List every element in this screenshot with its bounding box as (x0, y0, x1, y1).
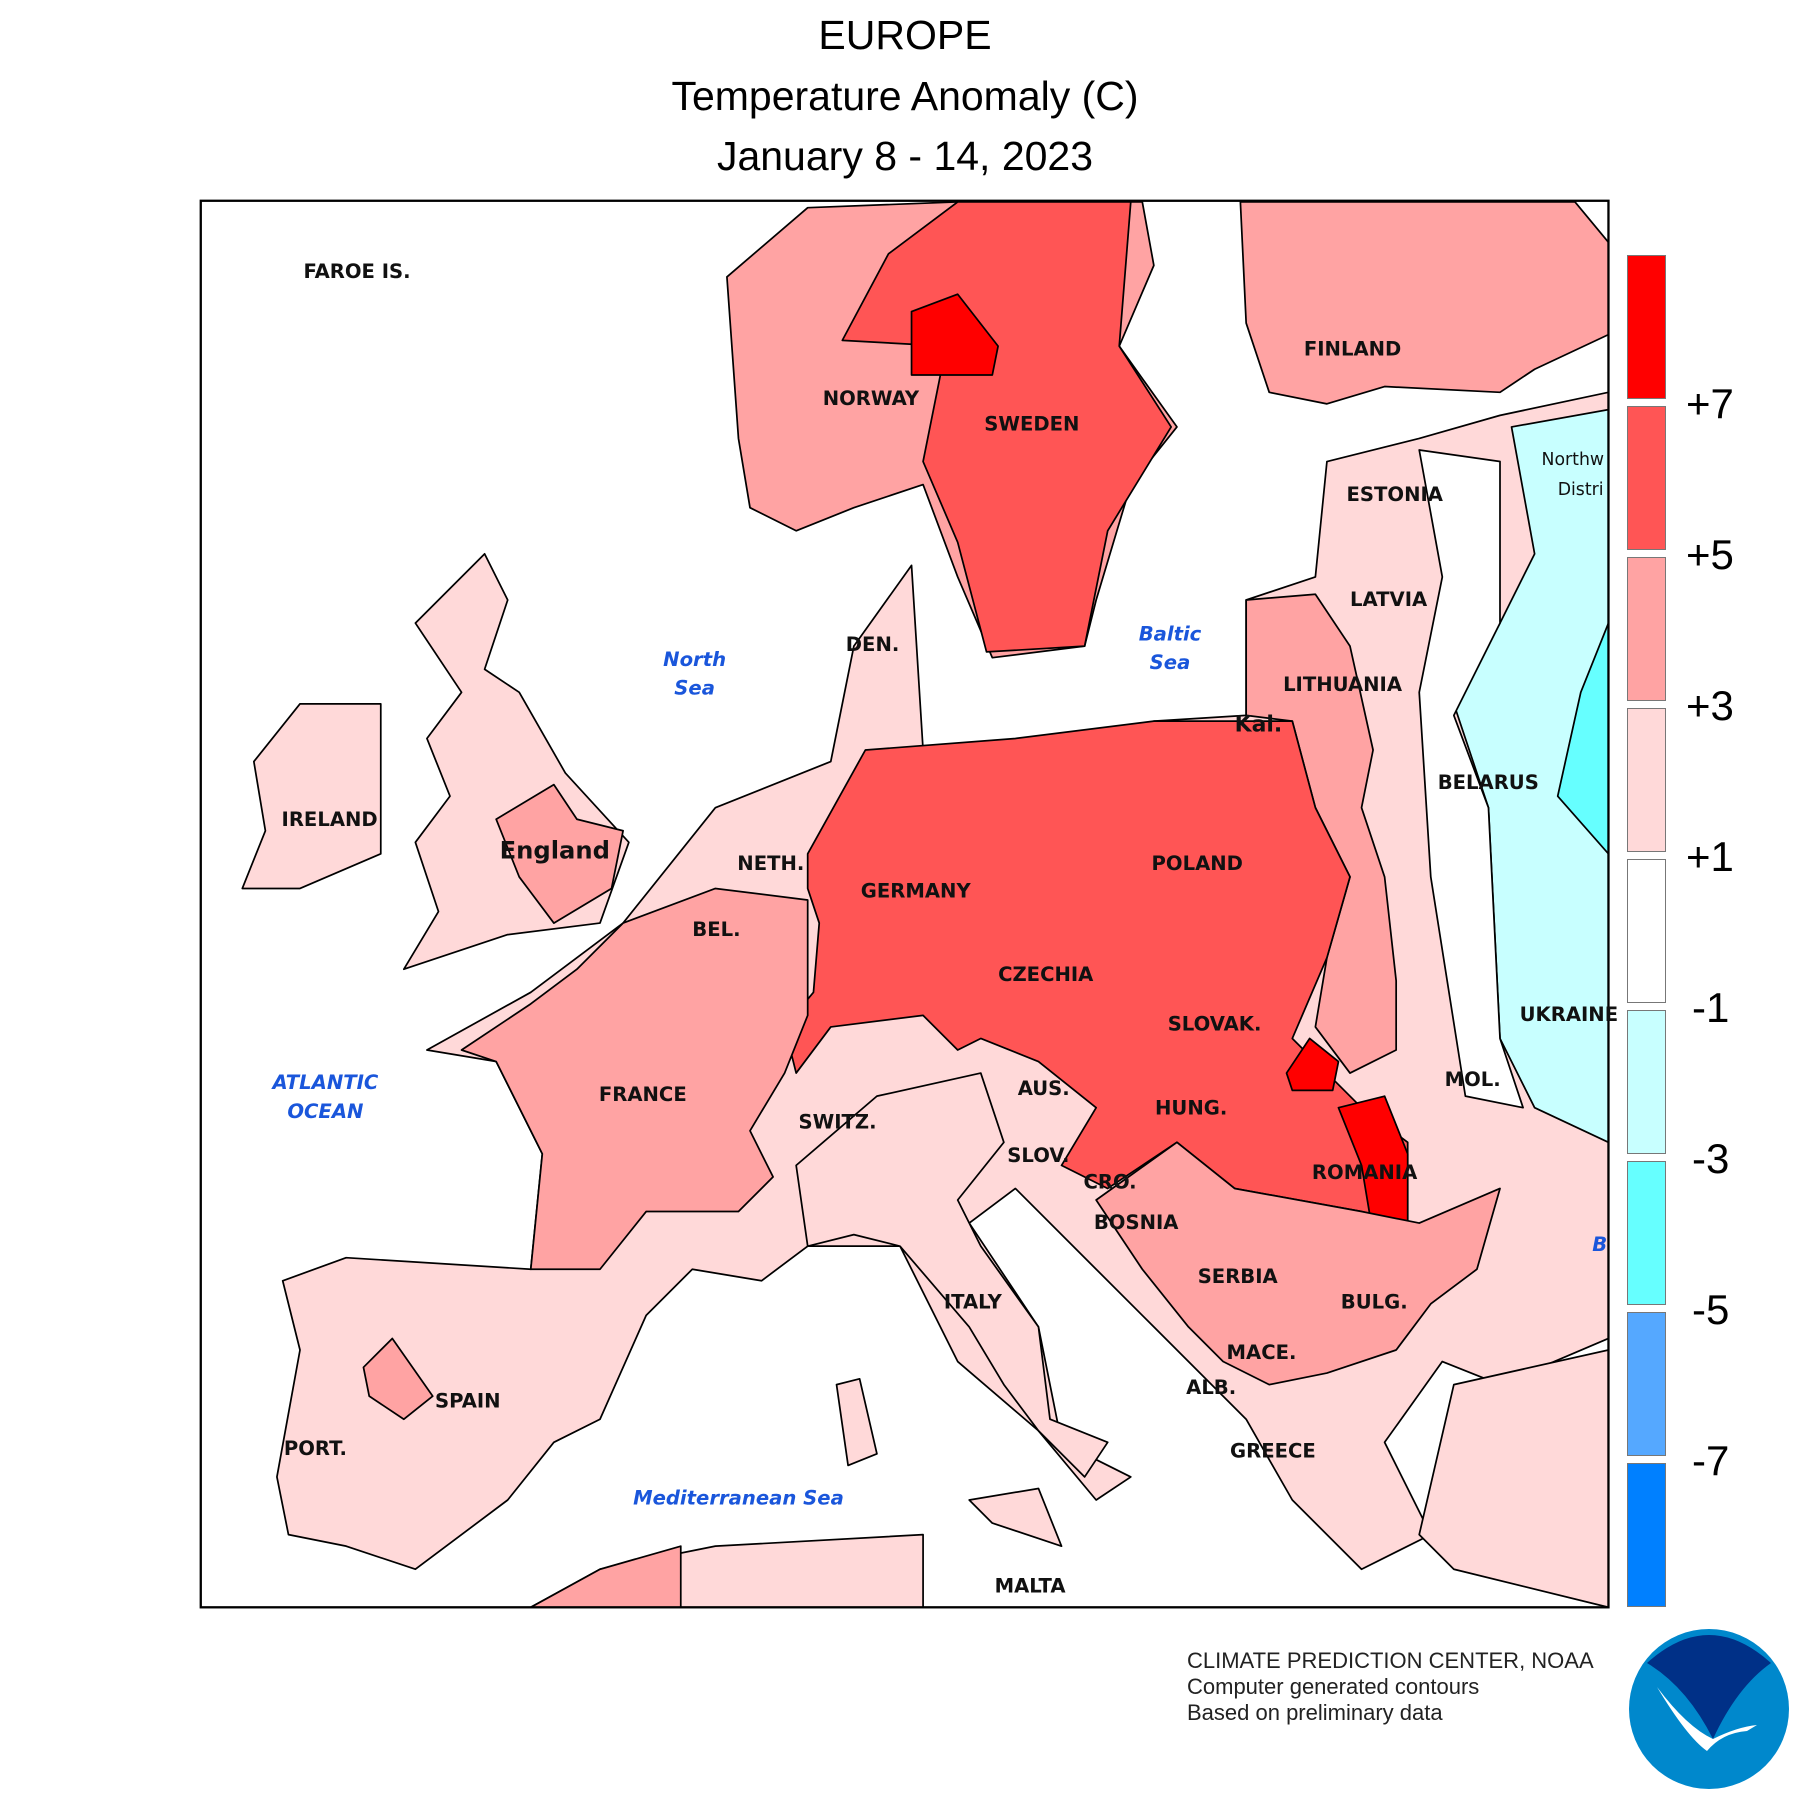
region-balkans (1095, 1141, 1501, 1386)
label-denmark: DEN. (846, 633, 900, 656)
region-italy (795, 1072, 1109, 1478)
noaa-logo (1629, 1629, 1789, 1789)
legend-tick-label: +3 (1686, 682, 1734, 729)
label-north-sea: North Sea (663, 648, 726, 700)
label-estonia: ESTONIA (1347, 483, 1444, 506)
legend-tick-label: -7 (1692, 1437, 1730, 1484)
region-britain (402, 552, 630, 971)
label-czechia: CZECHIA (998, 963, 1094, 986)
label-northwest-district: Northw (1542, 450, 1605, 470)
label-latvia: LATVIA (1350, 588, 1428, 611)
label-slovenia: SLOV. (1007, 1144, 1069, 1167)
region-turkey (1418, 1349, 1609, 1608)
label-finland: FINLAND (1304, 337, 1401, 360)
legend-tick-label: -5 (1692, 1286, 1730, 1333)
footer-preliminary: Based on preliminary data (1187, 1700, 1443, 1725)
label-mediterranean-sea: Mediterranean Sea (633, 1487, 844, 1510)
label-croatia: CRO. (1083, 1170, 1136, 1193)
region-sardinia (835, 1377, 878, 1467)
legend-tick-label: +1 (1686, 833, 1734, 880)
region-sicily (968, 1487, 1063, 1548)
legend-swatch (1627, 1312, 1666, 1456)
region-finland (1239, 201, 1609, 405)
label-lithuania: LITHUANIA (1283, 673, 1403, 696)
label-slovakia: SLOVAK. (1168, 1012, 1262, 1035)
label-black-sea: B (1592, 1233, 1607, 1256)
legend-swatch (1627, 1463, 1666, 1607)
chart-subtitle: Temperature Anomaly (C) (671, 73, 1139, 119)
label-baltic-sea: Baltic Sea (1139, 622, 1202, 674)
label-germany: GERMANY (861, 880, 972, 903)
legend-swatch (1627, 859, 1666, 1003)
label-romania: ROMANIA (1312, 1161, 1418, 1184)
legend-swatch (1627, 1010, 1666, 1154)
legend-swatch (1627, 1161, 1666, 1305)
region-north-africa-warm (529, 1545, 682, 1608)
legend-swatch (1627, 557, 1666, 701)
label-france: FRANCE (599, 1083, 687, 1106)
label-district: Distri (1558, 480, 1604, 500)
region-france (460, 887, 809, 1271)
label-bulgaria: BULG. (1341, 1290, 1408, 1313)
label-switzerland: SWITZ. (798, 1110, 876, 1133)
legend-tick-label: +5 (1686, 531, 1734, 578)
label-moldova: MOL. (1445, 1068, 1501, 1091)
label-spain: SPAIN (435, 1390, 501, 1413)
legend-swatch (1627, 406, 1666, 550)
label-austria: AUS. (1018, 1077, 1070, 1100)
legend-tick-label: +7 (1686, 380, 1734, 427)
chart-date: January 8 - 14, 2023 (716, 133, 1094, 179)
label-bosnia: BOSNIA (1094, 1211, 1179, 1234)
region-romania-core2 (1285, 1037, 1340, 1092)
label-atlantic-ocean: ATLANTIC OCEAN (270, 1071, 378, 1123)
map-labels: FAROE IS. NORWAY SWEDEN FINLAND ESTONIA … (270, 260, 1618, 1597)
label-macedonia: MACE. (1227, 1341, 1297, 1364)
label-malta: MALTA (995, 1574, 1067, 1597)
label-belarus: BELARUS (1438, 771, 1539, 794)
label-italy: ITALY (944, 1290, 1003, 1313)
footer-credit: CLIMATE PREDICTION CENTER, NOAA (1187, 1648, 1594, 1673)
label-poland: POLAND (1152, 852, 1243, 875)
region-ukraine-cold (1556, 622, 1609, 855)
legend-swatch (1627, 708, 1666, 852)
label-ukraine: UKRAINE (1520, 1003, 1619, 1026)
label-kaliningrad: Kal. (1235, 713, 1283, 738)
legend-swatch (1627, 255, 1666, 399)
label-netherlands: NETH. (737, 852, 804, 875)
region-belarus (1418, 449, 1524, 1109)
legend-tick-label: -3 (1692, 1135, 1730, 1182)
region-england-warm (495, 783, 624, 924)
label-belgium: BEL. (692, 918, 740, 941)
region-spain-warm (362, 1337, 434, 1421)
label-greece: GREECE (1230, 1439, 1316, 1462)
label-faroe: FAROE IS. (303, 260, 410, 283)
label-hungary: HUNG. (1155, 1097, 1227, 1120)
label-albania: ALB. (1186, 1376, 1236, 1399)
label-ireland: IRELAND (282, 808, 378, 831)
map-frame (199, 199, 1610, 1609)
footer-contours: Computer generated contours (1187, 1674, 1480, 1699)
region-ireland (241, 702, 382, 890)
label-serbia: SERBIA (1198, 1265, 1279, 1288)
label-sweden: SWEDEN (984, 412, 1079, 435)
label-portugal: PORT. (284, 1437, 347, 1460)
region-sweden-core (910, 293, 999, 376)
label-england: England (500, 836, 610, 864)
legend-tick-label: -1 (1692, 984, 1730, 1031)
label-norway: NORWAY (823, 387, 920, 410)
chart-title: EUROPE (818, 12, 992, 58)
